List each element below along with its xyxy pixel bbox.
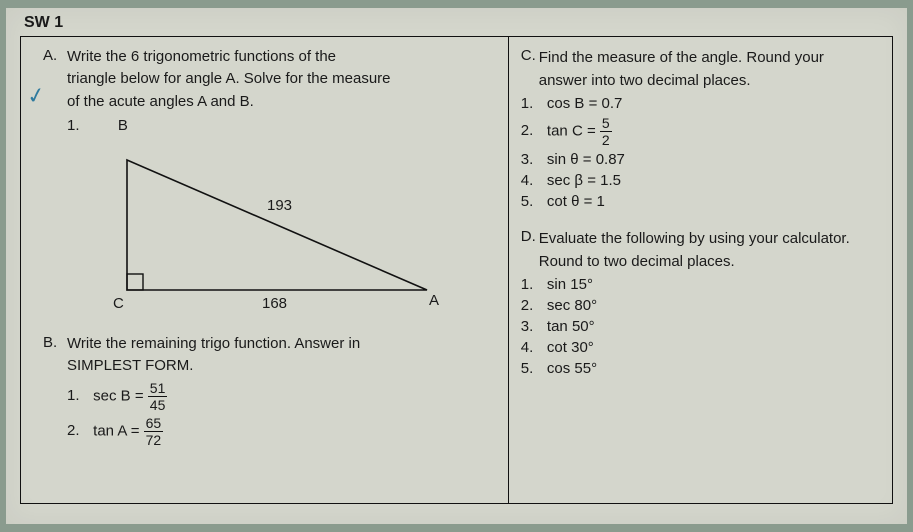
- section-a-line3: of the acute angles A and B.: [67, 92, 490, 112]
- fraction-bot: 45: [148, 397, 168, 412]
- triangle-svg: [107, 150, 447, 310]
- item-number: 2.: [521, 297, 543, 314]
- section-b-list: 1. sec B = 51 45 2. tan A = 65 72: [67, 381, 490, 447]
- item-text: sin 15°: [547, 276, 593, 293]
- section-b-line2: SIMPLEST FORM.: [67, 356, 490, 376]
- fraction: 51 45: [148, 381, 168, 412]
- item-number: 1.: [521, 276, 543, 293]
- list-item: 3. tan 50°: [521, 318, 878, 335]
- item-number: 5.: [521, 193, 543, 210]
- list-item: 4. cot 30°: [521, 339, 878, 356]
- list-item: 5. cos 55°: [521, 360, 878, 377]
- item-number: 2.: [521, 122, 543, 139]
- item-lhs: tan A =: [93, 422, 139, 439]
- worksheet-paper: SW 1 ✓ A. Write the 6 trigonometric func…: [6, 8, 907, 524]
- fraction-top: 5: [600, 116, 612, 132]
- item-number: 3.: [521, 318, 543, 335]
- item-text: cot 30°: [547, 339, 594, 356]
- triangle-label-a: A: [429, 292, 439, 309]
- section-b: B. Write the remaining trigo function. A…: [67, 334, 490, 447]
- list-item: 2. sec 80°: [521, 297, 878, 314]
- list-item: 5. cot θ = 1: [521, 193, 878, 210]
- worksheet-frame: ✓ A. Write the 6 trigonometric functions…: [20, 36, 893, 504]
- section-a-item1-number: 1.: [67, 117, 80, 134]
- section-a-letter: A.: [43, 47, 57, 64]
- section-a-line1: Write the 6 trigonometric functions of t…: [67, 47, 490, 67]
- list-item: 2. tan A = 65 72: [67, 416, 490, 447]
- item-text: sin θ = 0.87: [547, 151, 625, 168]
- item-text: tan 50°: [547, 318, 595, 335]
- item-number: 2.: [67, 422, 89, 439]
- fraction: 65 72: [144, 416, 164, 447]
- item-number: 1.: [521, 95, 543, 112]
- item-text: cot θ = 1: [547, 193, 605, 210]
- item-lhs: sec B =: [93, 387, 143, 404]
- worksheet-title: SW 1: [20, 14, 893, 32]
- section-c-letter: C.: [521, 47, 536, 64]
- list-item: 1. sec B = 51 45: [67, 381, 490, 412]
- section-c-list: 1. cos B = 0.7 2. tan C = 5 2 3. sin θ =…: [521, 95, 878, 210]
- pen-mark-icon: ✓: [25, 82, 48, 111]
- item-number: 4.: [521, 339, 543, 356]
- item-text: sec 80°: [547, 297, 597, 314]
- item-number: 4.: [521, 172, 543, 189]
- list-item: 4. sec β = 1.5: [521, 172, 878, 189]
- section-c-line1: Find the measure of the angle. Round you…: [539, 47, 878, 68]
- list-item: 2. tan C = 5 2: [521, 116, 878, 147]
- triangle-label-b: B: [118, 117, 128, 134]
- section-d-line1: Evaluate the following by using your cal…: [539, 228, 878, 249]
- right-column: C. Find the measure of the angle. Round …: [509, 37, 892, 503]
- fraction-top: 65: [144, 416, 164, 432]
- fraction-bot: 2: [600, 132, 612, 147]
- fraction: 5 2: [600, 116, 612, 147]
- item-lhs: tan C =: [547, 122, 596, 139]
- section-d-line2: Round to two decimal places.: [539, 251, 878, 272]
- item-number: 3.: [521, 151, 543, 168]
- item-text: cos 55°: [547, 360, 597, 377]
- item-text: cos B = 0.7: [547, 95, 622, 112]
- section-c-line2: answer into two decimal places.: [539, 70, 878, 91]
- left-column: ✓ A. Write the 6 trigonometric functions…: [21, 37, 509, 503]
- triangle-hypotenuse-label: 193: [267, 197, 292, 214]
- section-b-letter: B.: [43, 334, 57, 351]
- fraction-bot: 72: [144, 432, 164, 447]
- fraction-top: 51: [148, 381, 168, 397]
- section-d-letter: D.: [521, 228, 536, 245]
- section-a-line2: triangle below for angle A. Solve for th…: [67, 69, 490, 89]
- triangle-base-label: 168: [262, 295, 287, 312]
- item-text: sec β = 1.5: [547, 172, 621, 189]
- section-d-list: 1. sin 15° 2. sec 80° 3. tan 50° 4. cot …: [521, 276, 878, 377]
- list-item: 1. sin 15°: [521, 276, 878, 293]
- triangle-label-c: C: [113, 295, 124, 312]
- item-number: 5.: [521, 360, 543, 377]
- section-b-line1: Write the remaining trigo function. Answ…: [67, 334, 490, 354]
- list-item: 3. sin θ = 0.87: [521, 151, 878, 168]
- triangle-figure: 193 C 168 A: [67, 142, 490, 322]
- list-item: 1. cos B = 0.7: [521, 95, 878, 112]
- item-number: 1.: [67, 387, 89, 404]
